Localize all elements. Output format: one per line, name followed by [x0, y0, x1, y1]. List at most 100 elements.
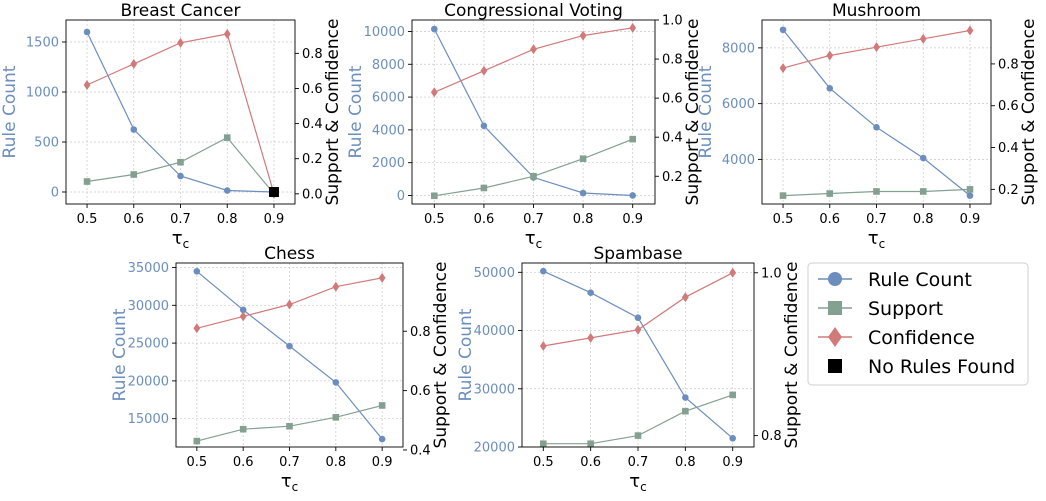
right-tick-label: 0.8 [998, 57, 1019, 72]
right-tick-label: 1.0 [761, 266, 782, 281]
point-rule-count [579, 189, 587, 197]
right-tick-label: 0.8 [761, 429, 782, 444]
y-axis-label-right: Support & Confidence [782, 262, 802, 449]
x-tick-label: 0.8 [675, 455, 696, 470]
x-tick-label: 0.8 [325, 455, 346, 470]
point-no-rules-found [268, 187, 279, 197]
left-tick-label: 1000 [26, 86, 59, 101]
y-axis-label-right: Support & Confidence [1019, 19, 1039, 206]
left-tick-label: 15000 [128, 412, 169, 427]
left-tick-label: 2000 [372, 156, 405, 171]
x-tick-label: 0.6 [233, 455, 254, 470]
x-axis-label: τc [525, 228, 542, 251]
point-support [83, 178, 91, 185]
point-support [826, 190, 834, 197]
point-rule-count [480, 122, 488, 130]
legend-item-support: Support [818, 298, 943, 320]
left-tick-label: 10000 [364, 25, 405, 40]
left-tick-label: 30000 [474, 382, 515, 397]
point-support [919, 188, 927, 195]
x-tick-label: 0.5 [424, 212, 445, 227]
point-rule-count [634, 314, 642, 322]
left-tick-label: 6000 [372, 91, 405, 106]
y-axis-label-right: Support & Confidence [431, 262, 451, 449]
series-line-support [434, 138, 633, 197]
x-tick-label: 0.6 [123, 212, 144, 227]
left-tick-label: 500 [34, 136, 59, 151]
point-support [378, 402, 386, 409]
point-support [634, 432, 642, 439]
point-rule-count [919, 154, 927, 162]
left-tick-label: 20000 [128, 374, 169, 389]
x-axis-label: τc [172, 228, 189, 251]
point-support [966, 186, 974, 193]
chart-mushroom: 0.5 0.6 0.7 0.8 0.9 4000 6000 8000 0.2 0.4 0.6 0.8 M… [696, 1, 1039, 251]
x-tick-label: 0.9 [722, 455, 743, 470]
point-confidence [579, 30, 587, 41]
left-tick-label: 25000 [128, 337, 169, 352]
right-tick-label: 0.6 [998, 99, 1019, 114]
legend-item-rule-count: Rule Count [818, 269, 972, 291]
x-tick-label: 0.5 [773, 212, 794, 227]
right-tick-label: 0.0 [302, 187, 323, 202]
left-tick-label: 0 [51, 186, 59, 201]
point-confidence [530, 44, 537, 55]
x-tick-label: 0.8 [217, 212, 238, 227]
right-tick-label: 0.4 [998, 141, 1019, 156]
x-tick-label: 0.7 [523, 212, 544, 227]
y-axis-label-left: Rule Count [0, 65, 20, 158]
point-support [223, 134, 231, 141]
point-rule-count [193, 268, 201, 275]
point-support [629, 135, 636, 143]
chart-spambase: 0.5 0.6 0.7 0.8 0.9 20000 30000 40000 50000 0.8 1.… [456, 244, 802, 494]
y-axis-label-right: Support & Confidence [323, 19, 343, 206]
point-rule-count [223, 187, 231, 194]
x-tick-label: 0.5 [77, 212, 98, 227]
left-tick-label: 35000 [128, 261, 169, 276]
point-confidence [873, 42, 880, 53]
point-confidence [919, 33, 927, 44]
point-rule-count [431, 25, 438, 33]
legend-item-no-rules-found: No Rules Found [828, 356, 1015, 378]
left-tick-label: 6000 [722, 97, 755, 112]
point-rule-count [682, 394, 689, 401]
x-tick-label: 0.9 [960, 212, 981, 227]
point-support [682, 407, 689, 415]
legend-marker-no-rules-found [828, 359, 842, 373]
right-tick-label: 0.6 [662, 92, 683, 107]
point-confidence [539, 341, 547, 352]
point-rule-count [540, 267, 547, 275]
right-tick-label: 0.6 [410, 384, 431, 399]
point-rule-count [130, 126, 138, 133]
right-tick-label: 0.2 [662, 170, 683, 185]
x-tick-label: 0.8 [573, 212, 594, 227]
left-tick-label: 8000 [722, 41, 755, 56]
point-confidence [629, 22, 637, 33]
y-axis-label-right: Support & Confidence [683, 19, 703, 206]
chart-title: Breast Cancer [121, 1, 241, 21]
point-rule-count [779, 26, 787, 34]
point-confidence [177, 37, 184, 48]
x-tick-label: 0.7 [279, 455, 300, 470]
y-axis-label-left: Rule Count [346, 65, 366, 158]
x-tick-label: 0.5 [533, 455, 554, 470]
point-support [332, 414, 340, 421]
legend-frame [807, 262, 1029, 386]
point-support [587, 440, 594, 448]
point-support [431, 192, 438, 200]
x-tick-label: 0.9 [372, 455, 393, 470]
point-confidence [430, 87, 438, 98]
point-confidence [966, 25, 974, 36]
legend-marker-rule-count [828, 272, 842, 286]
left-tick-label: 4000 [372, 123, 405, 138]
left-tick-label: 1500 [26, 36, 59, 51]
point-rule-count [873, 124, 880, 131]
point-confidence [239, 311, 247, 322]
y-axis-label-left: Rule Count [696, 65, 716, 158]
right-tick-label: 0.8 [662, 53, 683, 68]
point-rule-count [378, 435, 386, 443]
left-tick-label: 0 [397, 189, 405, 204]
legend-label-rule-count: Rule Count [868, 269, 972, 291]
point-confidence [378, 272, 386, 283]
